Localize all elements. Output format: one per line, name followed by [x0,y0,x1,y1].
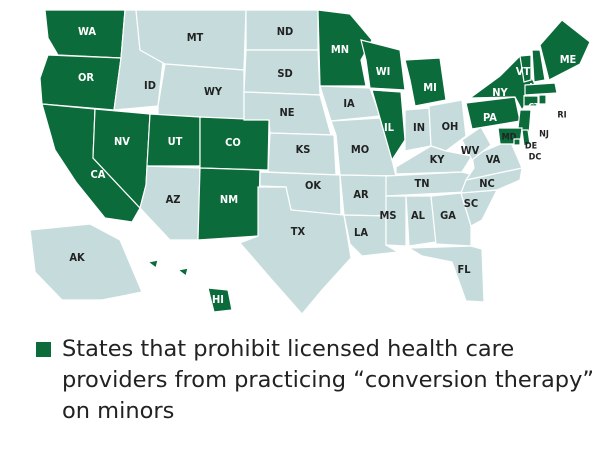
state-label: RI [557,111,566,121]
state-label: IN [413,121,425,134]
state-shape [428,99,467,152]
state-label: HI [212,293,224,306]
state-shape [521,129,531,147]
state-shape [157,63,245,121]
state-label: SC [464,197,478,210]
state-shape [29,223,143,301]
state-label: IL [384,121,395,134]
state-label: OK [305,179,321,192]
state-shape [531,49,546,83]
state-label: LA [354,226,368,239]
state-shape [404,57,447,107]
state-label: OH [442,120,459,133]
state-label: NY [492,86,508,99]
state-shape [385,195,407,247]
state-label: MD [502,133,517,143]
state-label: GA [440,209,456,222]
us-map: WA OR CA NV ID MT WY UT CO AZ NM ND SD NE KS OK TX MN IA MO… [29,9,591,315]
state-shape [524,82,558,96]
state-label: CO [225,136,241,149]
legend-text: States that prohibit licensed health car… [62,336,595,424]
state-label: MI [423,81,437,94]
state-shape [461,126,492,161]
state-label: KS [296,143,311,156]
state-shape [538,94,547,105]
state-shape [146,259,159,270]
state-label: WV [461,144,480,157]
state-label: MS [380,209,397,222]
state-label: NE [279,106,294,119]
state-label: ID [144,79,156,92]
state-label: WA [78,25,96,38]
state-label: VA [486,153,501,166]
state-label: SD [277,67,292,80]
state-shape [207,287,233,313]
state-shape [371,89,406,162]
state-label: CA [91,168,106,181]
state-label: ME [560,53,577,66]
state-shape [539,19,591,81]
state-shape [360,39,406,91]
state-shape [406,245,485,303]
state-label: CT [528,103,540,113]
state-label: WY [204,85,223,98]
state-shape [513,138,521,146]
state-shape [430,192,472,247]
state-label: TX [291,225,306,238]
state-label: MO [351,143,369,156]
state-label: AZ [166,193,181,206]
state-label: UT [168,135,183,148]
state-shape [238,186,352,315]
state-label: DC [529,153,542,163]
state-label: KY [430,153,446,166]
state-shape [176,267,189,278]
state-label: TN [414,177,429,190]
state-label: AK [69,251,85,264]
legend-swatch [36,342,51,357]
state-label: PA [483,111,497,124]
state-label: NC [479,177,495,190]
state-label: OR [78,71,94,84]
state-label: MN [331,43,349,56]
state-label: WI [376,65,391,78]
state-label: VT [516,65,531,78]
state-shape [519,54,532,83]
state-label: MT [187,31,204,44]
state-label: DE [525,142,537,152]
state-label: NJ [539,130,549,140]
state-label: FL [457,263,471,276]
state-label: AL [411,209,426,222]
state-label: ND [277,25,294,38]
state-shape [523,95,539,107]
state-label: IA [343,97,355,110]
state-label: NV [114,135,130,148]
state-label: AR [353,188,369,201]
state-label: NM [220,193,238,206]
